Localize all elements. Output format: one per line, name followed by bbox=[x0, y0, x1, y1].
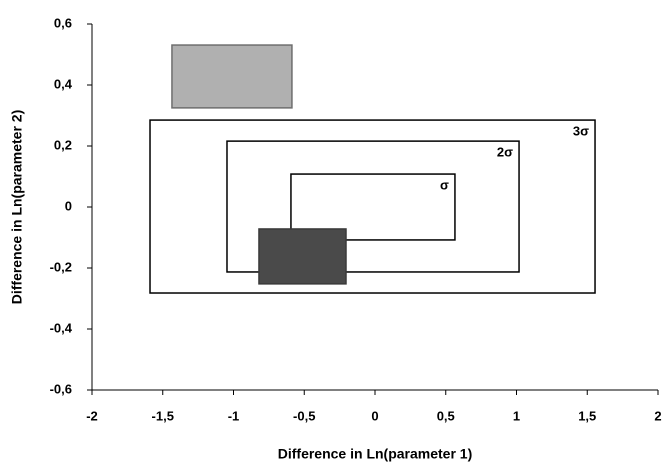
x-tick-label: -2 bbox=[86, 408, 98, 423]
y-tick-label: 0,6 bbox=[54, 15, 72, 30]
x-tick-label: -1 bbox=[228, 408, 240, 423]
y-tick-label: 0,4 bbox=[54, 76, 73, 91]
region bbox=[149, 119, 596, 294]
x-tick-label: 0 bbox=[371, 408, 378, 423]
region bbox=[258, 228, 347, 285]
region bbox=[171, 44, 293, 109]
region-label: 2σ bbox=[497, 145, 513, 160]
x-tick-label: 1 bbox=[513, 408, 520, 423]
x-tick-label: -0,5 bbox=[293, 408, 315, 423]
y-tick-label: -0,2 bbox=[50, 259, 72, 274]
x-tick-label: 0,5 bbox=[437, 408, 455, 423]
region-label: 3σ bbox=[573, 124, 589, 139]
x-tick-label: 2 bbox=[654, 408, 661, 423]
y-axis-label: Difference in Ln(parameter 2) bbox=[9, 110, 25, 305]
x-axis-label: Difference in Ln(parameter 1) bbox=[278, 446, 473, 462]
y-tick-label: -0,4 bbox=[50, 320, 73, 335]
region bbox=[290, 173, 456, 241]
y-tick-label: -0,6 bbox=[50, 381, 72, 396]
region-label: σ bbox=[440, 177, 449, 192]
region bbox=[226, 140, 520, 273]
x-tick-label: -1,5 bbox=[152, 408, 174, 423]
y-tick-label: 0,2 bbox=[54, 137, 72, 152]
x-tick-label: 1,5 bbox=[578, 408, 596, 423]
y-tick-label: 0 bbox=[65, 198, 72, 213]
